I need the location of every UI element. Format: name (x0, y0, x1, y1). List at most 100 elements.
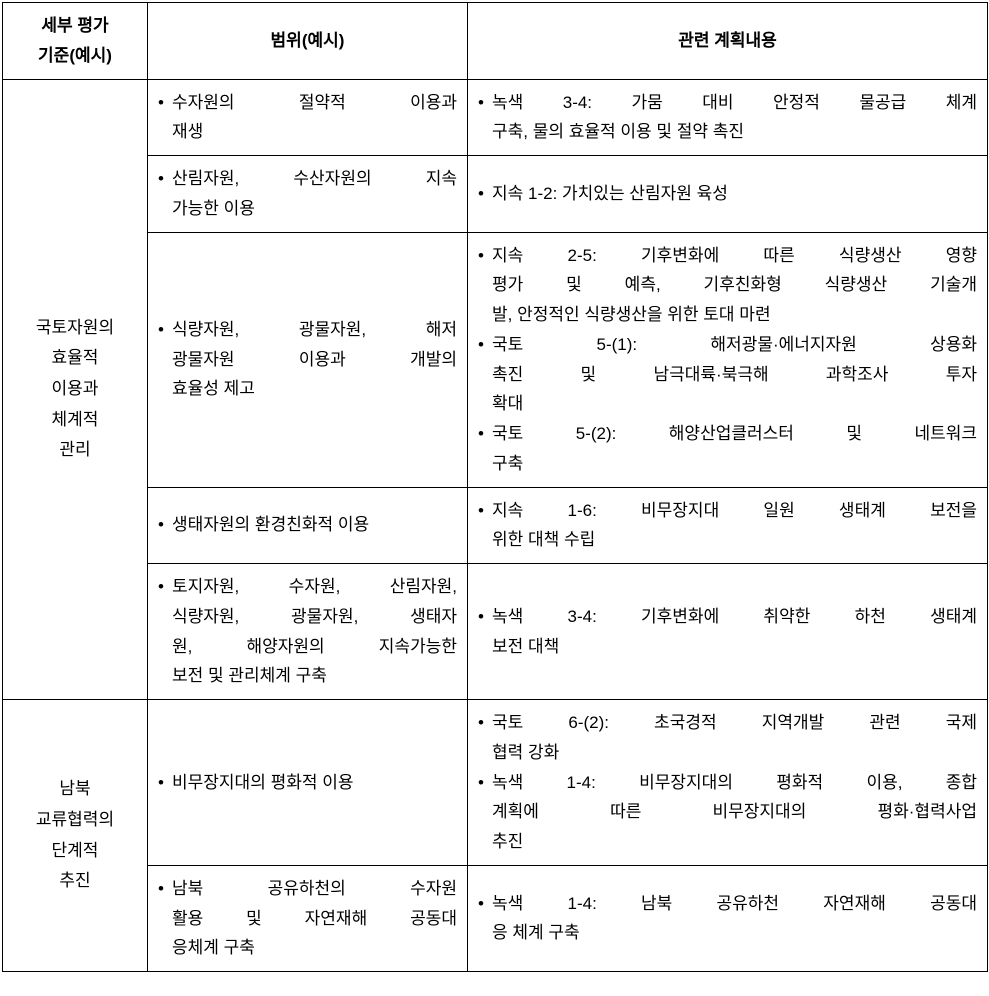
plan-list: 녹색 3-4: 기후변화에 취약한 하천 생태계 보전 대책 (478, 602, 977, 662)
scope-cell: 남북 공유하천의 수자원 활용 및 자연재해 공동대 응체계 구축 (148, 865, 468, 971)
list-item: 녹색 1-4: 남북 공유하천 자연재해 공동대 응 체계 구축 (478, 889, 977, 949)
plan-text: 지속 1-6: 비무장지대 일원 생태계 보전을 (492, 496, 977, 526)
category-text: 교류협력의 (36, 810, 114, 829)
category-text: 관리 (59, 440, 90, 459)
scope-cell: 생태자원의 환경친화적 이용 (148, 487, 468, 564)
table-row: 생태자원의 환경친화적 이용 지속 1-6: 비무장지대 일원 생태계 보전을 … (3, 487, 988, 564)
plan-cell: 지속 1-6: 비무장지대 일원 생태계 보전을 위한 대책 수립 (468, 487, 988, 564)
list-item: 지속 1-6: 비무장지대 일원 생태계 보전을 위한 대책 수립 (478, 496, 977, 556)
list-item: 국토 6-(2): 초국경적 지역개발 관련 국제 협력 강화 (478, 708, 977, 768)
scope-text: 광물자원 이용과 개발의 (172, 345, 457, 375)
plan-text: 지속 2-5: 기후변화에 따른 식량생산 영향 (492, 241, 977, 271)
scope-cell: 산림자원, 수산자원의 지속 가능한 이용 (148, 156, 468, 233)
plan-text: 확대 (492, 394, 523, 413)
table-row: 국토자원의 효율적 이용과 체계적 관리 수자원의 절약적 이용과 재생 녹색 … (3, 79, 988, 156)
scope-text: 효율성 제고 (172, 379, 255, 398)
category-text: 단계적 (52, 841, 99, 860)
plan-text: 국토 5-(2): 해양산업클러스터 및 네트워크 (492, 419, 977, 449)
table-row: 남북 공유하천의 수자원 활용 및 자연재해 공동대 응체계 구축 녹색 1-4… (3, 865, 988, 971)
list-item: 녹색 3-4: 가뭄 대비 안정적 물공급 체계 구축, 물의 효율적 이용 및… (478, 88, 977, 148)
plan-text: 협력 강화 (492, 743, 559, 762)
plan-text: 추진 (492, 832, 523, 851)
plan-text: 응 체계 구축 (492, 923, 580, 942)
plan-text: 위한 대책 수립 (492, 530, 595, 549)
plan-cell: 지속 1-2: 가치있는 산림자원 육성 (468, 156, 988, 233)
plan-text: 국토 6-(2): 초국경적 지역개발 관련 국제 (492, 708, 977, 738)
list-item: 남북 공유하천의 수자원 활용 및 자연재해 공동대 응체계 구축 (158, 874, 457, 963)
list-item: 녹색 1-4: 비무장지대의 평화적 이용, 종합 계획에 따른 비무장지대의 … (478, 768, 977, 857)
category-text: 효율적 (52, 348, 99, 367)
header-text: 세부 평가 (41, 16, 108, 35)
scope-text: 식량자원, 광물자원, 해저 (172, 315, 457, 345)
header-criteria: 세부 평가 기준(예시) (3, 3, 148, 80)
list-item: 식량자원, 광물자원, 해저 광물자원 이용과 개발의 효율성 제고 (158, 315, 457, 404)
scope-text: 활용 및 자연재해 공동대 (172, 904, 457, 934)
list-item: 국토 5-(1): 해저광물·에너지자원 상용화 촉진 및 남극대륙·북극해 과… (478, 330, 977, 419)
scope-text: 산림자원, 수산자원의 지속 (172, 164, 457, 194)
scope-cell: 수자원의 절약적 이용과 재생 (148, 79, 468, 156)
plan-list: 녹색 1-4: 남북 공유하천 자연재해 공동대 응 체계 구축 (478, 889, 977, 949)
scope-list: 남북 공유하천의 수자원 활용 및 자연재해 공동대 응체계 구축 (158, 874, 457, 963)
scope-list: 토지자원, 수자원, 산림자원, 식량자원, 광물자원, 생태자 원, 해양자원… (158, 572, 457, 691)
plan-text: 녹색 1-4: 남북 공유하천 자연재해 공동대 (492, 889, 977, 919)
plan-list: 국토 6-(2): 초국경적 지역개발 관련 국제 협력 강화 녹색 1-4: … (478, 708, 977, 857)
evaluation-criteria-table: 세부 평가 기준(예시) 범위(예시) 관련 계획내용 국토자원의 효율적 이용… (2, 2, 988, 972)
table-row: 식량자원, 광물자원, 해저 광물자원 이용과 개발의 효율성 제고 지속 2-… (3, 232, 988, 487)
scope-list: 생태자원의 환경친화적 이용 (158, 510, 457, 540)
category-cell: 남북 교류협력의 단계적 추진 (3, 700, 148, 972)
category-text: 추진 (59, 871, 90, 890)
scope-cell: 비무장지대의 평화적 이용 (148, 700, 468, 866)
scope-text: 재생 (172, 122, 203, 141)
scope-text: 토지자원, 수자원, 산림자원, (172, 572, 457, 602)
plan-list: 지속 1-6: 비무장지대 일원 생태계 보전을 위한 대책 수립 (478, 496, 977, 556)
plan-text: 국토 5-(1): 해저광물·에너지자원 상용화 (492, 330, 977, 360)
list-item: 비무장지대의 평화적 이용 (158, 768, 457, 798)
plan-cell: 녹색 3-4: 기후변화에 취약한 하천 생태계 보전 대책 (468, 564, 988, 700)
plan-text: 보전 대책 (492, 637, 559, 656)
category-text: 이용과 (52, 379, 99, 398)
header-scope: 범위(예시) (148, 3, 468, 80)
list-item: 생태자원의 환경친화적 이용 (158, 510, 457, 540)
plan-list: 녹색 3-4: 가뭄 대비 안정적 물공급 체계 구축, 물의 효율적 이용 및… (478, 88, 977, 148)
scope-cell: 토지자원, 수자원, 산림자원, 식량자원, 광물자원, 생태자 원, 해양자원… (148, 564, 468, 700)
list-item: 지속 1-2: 가치있는 산림자원 육성 (478, 179, 977, 209)
scope-cell: 식량자원, 광물자원, 해저 광물자원 이용과 개발의 효율성 제고 (148, 232, 468, 487)
scope-text: 식량자원, 광물자원, 생태자 (172, 602, 457, 632)
scope-text: 원, 해양자원의 지속가능한 (172, 632, 457, 662)
plan-cell: 지속 2-5: 기후변화에 따른 식량생산 영향 평가 및 예측, 기후친화형 … (468, 232, 988, 487)
plan-text: 녹색 1-4: 비무장지대의 평화적 이용, 종합 (492, 768, 977, 798)
list-item: 국토 5-(2): 해양산업클러스터 및 네트워크 구축 (478, 419, 977, 479)
header-text: 기준(예시) (38, 46, 112, 65)
plan-cell: 녹색 1-4: 남북 공유하천 자연재해 공동대 응 체계 구축 (468, 865, 988, 971)
scope-list: 산림자원, 수산자원의 지속 가능한 이용 (158, 164, 457, 224)
plan-text: 발, 안정적인 식량생산을 위한 토대 마련 (492, 305, 771, 324)
category-text: 국토자원의 (36, 318, 114, 337)
plan-text: 촉진 및 남극대륙·북극해 과학조사 투자 (492, 360, 977, 390)
scope-list: 비무장지대의 평화적 이용 (158, 768, 457, 798)
plan-list: 지속 1-2: 가치있는 산림자원 육성 (478, 179, 977, 209)
table-row: 토지자원, 수자원, 산림자원, 식량자원, 광물자원, 생태자 원, 해양자원… (3, 564, 988, 700)
table-header-row: 세부 평가 기준(예시) 범위(예시) 관련 계획내용 (3, 3, 988, 80)
category-cell: 국토자원의 효율적 이용과 체계적 관리 (3, 79, 148, 700)
plan-list: 지속 2-5: 기후변화에 따른 식량생산 영향 평가 및 예측, 기후친화형 … (478, 241, 977, 479)
list-item: 수자원의 절약적 이용과 재생 (158, 88, 457, 148)
plan-text: 계획에 따른 비무장지대의 평화·협력사업 (492, 797, 977, 827)
list-item: 녹색 3-4: 기후변화에 취약한 하천 생태계 보전 대책 (478, 602, 977, 662)
list-item: 토지자원, 수자원, 산림자원, 식량자원, 광물자원, 생태자 원, 해양자원… (158, 572, 457, 691)
plan-cell: 국토 6-(2): 초국경적 지역개발 관련 국제 협력 강화 녹색 1-4: … (468, 700, 988, 866)
plan-text: 녹색 3-4: 가뭄 대비 안정적 물공급 체계 (492, 88, 977, 118)
table-row: 남북 교류협력의 단계적 추진 비무장지대의 평화적 이용 국토 6-(2): … (3, 700, 988, 866)
plan-text: 구축 (492, 454, 523, 473)
scope-list: 식량자원, 광물자원, 해저 광물자원 이용과 개발의 효율성 제고 (158, 315, 457, 404)
scope-text: 가능한 이용 (172, 199, 255, 218)
scope-text: 응체계 구축 (172, 938, 255, 957)
scope-text: 남북 공유하천의 수자원 (172, 874, 457, 904)
scope-list: 수자원의 절약적 이용과 재생 (158, 88, 457, 148)
scope-text: 보전 및 관리체계 구축 (172, 666, 327, 685)
category-text: 체계적 (52, 410, 99, 429)
table-row: 산림자원, 수산자원의 지속 가능한 이용 지속 1-2: 가치있는 산림자원 … (3, 156, 988, 233)
list-item: 지속 2-5: 기후변화에 따른 식량생산 영향 평가 및 예측, 기후친화형 … (478, 241, 977, 330)
plan-text: 구축, 물의 효율적 이용 및 절약 촉진 (492, 122, 744, 141)
scope-text: 수자원의 절약적 이용과 (172, 88, 457, 118)
plan-text: 평가 및 예측, 기후친화형 식량생산 기술개 (492, 270, 977, 300)
